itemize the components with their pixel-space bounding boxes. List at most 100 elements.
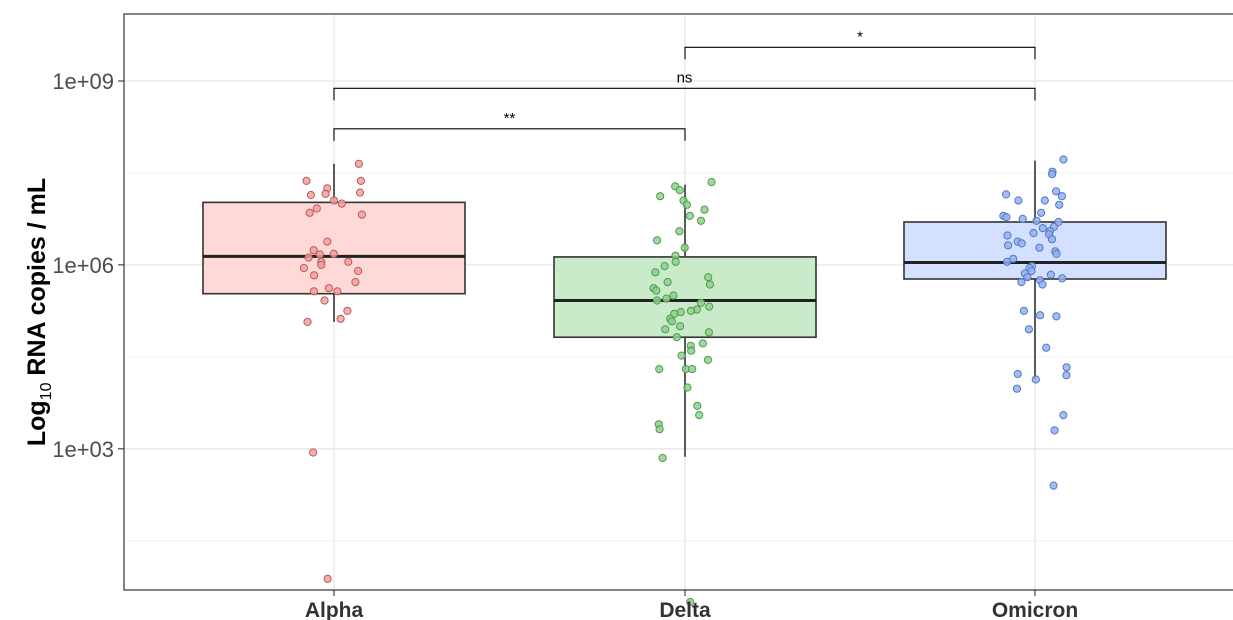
data-point-delta: [655, 365, 664, 374]
data-point-omicron: [1038, 224, 1047, 233]
data-point-alpha: [305, 208, 314, 217]
data-point-omicron: [1029, 228, 1038, 238]
data-point-omicron: [1059, 411, 1068, 420]
box-alpha: [202, 163, 466, 322]
data-point-alpha: [355, 188, 365, 197]
data-point-delta: [669, 291, 678, 300]
data-point-alpha: [344, 257, 353, 266]
data-point-delta: [677, 351, 686, 360]
data-point-delta: [704, 273, 713, 282]
data-point-delta: [705, 280, 715, 289]
data-point-omicron: [1038, 280, 1047, 289]
axes: 1e+03 1e+06 1e+09 Alpha Delta Omicron: [52, 69, 1078, 620]
data-point-alpha: [324, 284, 333, 293]
data-point-omicron: [1042, 343, 1051, 352]
data-point-omicron: [1032, 216, 1041, 225]
data-point-delta: [696, 216, 706, 225]
data-point-omicron: [1002, 190, 1011, 199]
data-point-omicron: [1057, 192, 1067, 201]
data-point-delta: [676, 322, 685, 331]
y-axis-title-main: Log: [23, 400, 51, 446]
data-point-omicron: [1002, 213, 1011, 222]
data-point-omicron: [1024, 325, 1034, 334]
data-point-delta: [653, 236, 662, 245]
y-tick-label: 1e+06: [52, 253, 114, 278]
data-point-alpha: [306, 190, 315, 200]
data-point-delta: [655, 425, 664, 434]
data-point-delta: [680, 243, 689, 252]
data-point-omicron: [1040, 196, 1049, 205]
data-point-omicron: [1012, 384, 1022, 393]
bracket-alpha-delta: **: [333, 110, 686, 141]
significance-label: ns: [677, 69, 693, 86]
iqr-box: [202, 201, 466, 295]
data-point-alpha: [323, 574, 332, 583]
data-point-alpha: [315, 250, 324, 259]
data-point-delta: [686, 306, 696, 315]
data-point-omicron: [1003, 231, 1012, 240]
plot-panel-border: [123, 13, 1233, 591]
data-point-delta: [688, 365, 697, 374]
data-point-alpha: [337, 199, 346, 208]
box-delta: [553, 184, 817, 457]
data-point-alpha: [351, 278, 360, 287]
data-point-omicron: [1017, 278, 1026, 287]
data-point-delta: [671, 257, 680, 266]
data-point-delta: [698, 339, 707, 348]
data-point-omicron: [1052, 187, 1061, 196]
data-point-delta: [695, 411, 704, 420]
data-point-alpha: [354, 266, 363, 276]
data-point-omicron: [1017, 239, 1026, 248]
data-point-omicron: [1035, 243, 1044, 252]
data-point-alpha: [312, 204, 321, 213]
data-point-delta: [686, 597, 695, 607]
data-point-alpha: [310, 271, 319, 280]
data-point-omicron: [1059, 155, 1068, 164]
data-point-delta: [685, 211, 695, 220]
data-point-omicron: [1054, 217, 1063, 227]
data-point-delta: [693, 401, 702, 410]
data-point-alpha: [329, 249, 338, 258]
data-point-delta: [675, 227, 684, 236]
data-point-alpha: [336, 314, 345, 323]
data-point-omicron: [1052, 249, 1061, 258]
bracket-line: [333, 87, 1036, 101]
data-point-delta: [651, 268, 660, 277]
data-point-omicron: [1062, 371, 1071, 380]
data-point-delta: [687, 346, 696, 355]
data-point-delta: [656, 192, 665, 201]
data-point-omicron: [1050, 426, 1059, 435]
x-tick-label-omicron: Omicron: [992, 599, 1078, 620]
x-tick-label-delta: Delta: [659, 599, 711, 620]
data-point-delta: [675, 186, 684, 195]
data-point-alpha: [357, 210, 366, 219]
y-axis-title-subscript: 10: [38, 382, 55, 400]
data-point-delta: [707, 178, 716, 187]
data-point-alpha: [329, 196, 339, 205]
y-tick-label: 1e+09: [52, 69, 114, 94]
data-point-omicron: [1047, 235, 1057, 244]
data-point-alpha: [303, 317, 312, 326]
data-point-omicron: [1004, 241, 1013, 250]
significance-label: **: [504, 110, 516, 127]
bracket-delta-omicron: *: [684, 28, 1036, 60]
data-point-delta: [658, 453, 667, 463]
data-point-delta: [662, 294, 671, 303]
y-tick-label: 1e+03: [52, 437, 114, 462]
data-point-omicron: [1062, 363, 1071, 372]
y-axis-title-rest: RNA copies / mL: [23, 178, 51, 383]
data-point-omicron: [1023, 273, 1032, 282]
x-tick-label-alpha: Alpha: [305, 599, 364, 620]
data-point-omicron: [1055, 200, 1064, 209]
data-point-delta: [704, 328, 714, 337]
iqr-box: [553, 256, 817, 339]
box-plots: [202, 160, 1167, 457]
data-point-omicron: [1037, 208, 1046, 217]
data-point-delta: [672, 333, 681, 342]
data-point-delta: [696, 298, 706, 307]
data-point-delta: [682, 200, 692, 209]
data-point-omicron: [1048, 170, 1057, 179]
data-point-omicron: [1031, 375, 1040, 384]
data-point-omicron: [1018, 214, 1027, 223]
